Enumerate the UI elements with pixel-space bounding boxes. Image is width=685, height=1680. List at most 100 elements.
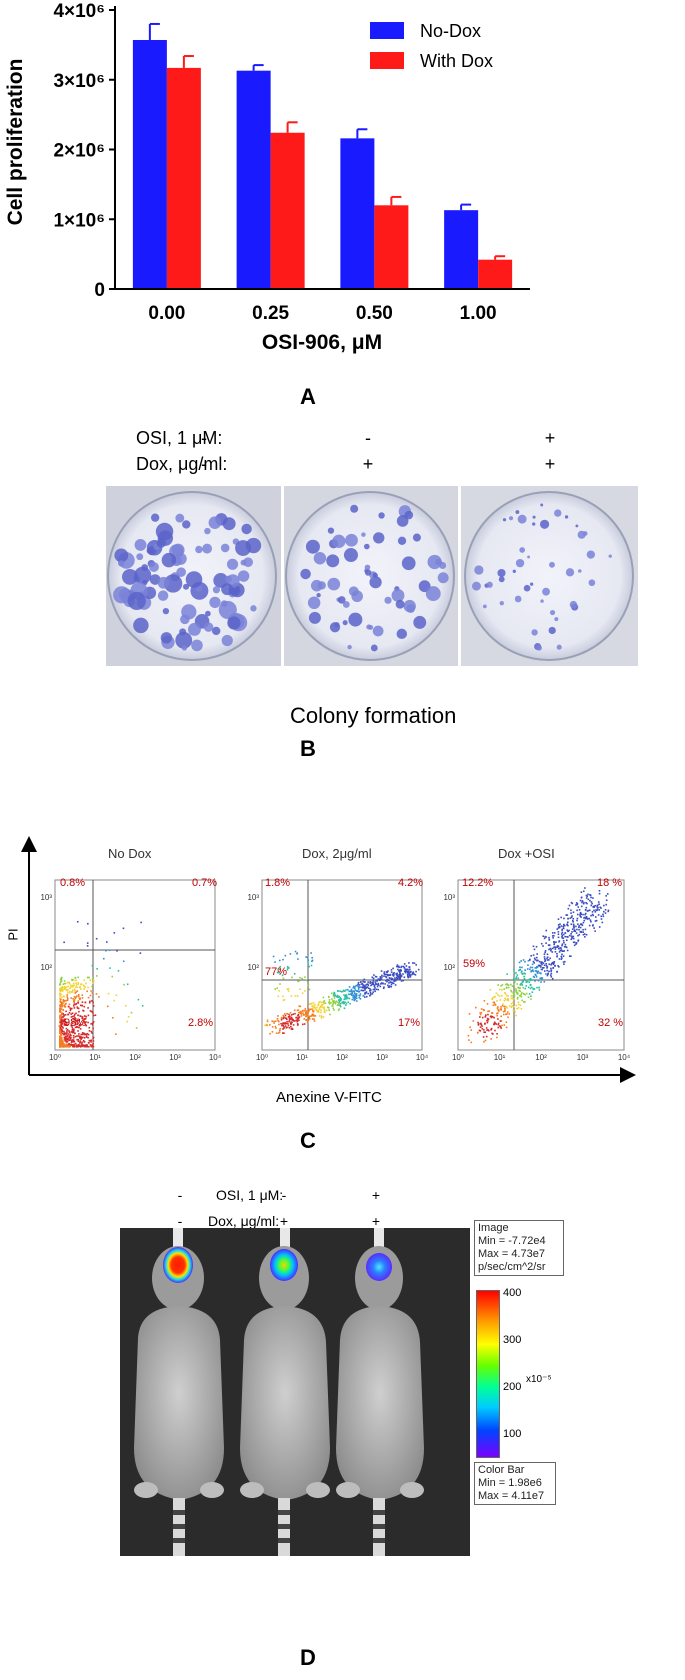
event-dot — [533, 948, 536, 951]
event-dot — [566, 929, 569, 931]
flow-x-tick: 10³ — [376, 1053, 388, 1062]
event-dot — [566, 949, 569, 952]
panel-b-osi-mark: - — [201, 428, 207, 448]
event-dot — [300, 1015, 303, 1017]
event-dot — [339, 990, 341, 992]
color-bar-info-line: Max = 4.11e7 — [478, 1490, 545, 1502]
event-dot — [62, 983, 65, 985]
event-dot — [64, 1003, 67, 1006]
event-dot — [499, 1025, 502, 1028]
event-dot — [560, 933, 563, 935]
event-dot — [385, 976, 388, 979]
event-dot — [520, 991, 523, 994]
colony — [136, 553, 144, 561]
event-dot — [568, 929, 570, 932]
event-dot — [585, 915, 588, 918]
colony — [369, 576, 382, 589]
event-dot — [585, 906, 588, 909]
event-dot — [60, 1029, 63, 1031]
event-dot — [359, 981, 362, 983]
event-dot — [559, 949, 562, 952]
event-dot — [407, 975, 409, 978]
event-dot — [359, 993, 362, 995]
event-dot — [63, 1033, 66, 1036]
event-dot — [544, 960, 546, 963]
event-dot — [122, 960, 125, 963]
event-dot — [59, 1016, 61, 1019]
event-dot — [543, 958, 546, 960]
event-dot — [321, 1004, 324, 1007]
event-dot — [64, 1038, 66, 1040]
event-dot — [570, 909, 572, 912]
event-dot — [385, 979, 387, 982]
event-dot — [501, 1024, 503, 1027]
event-dot — [284, 1021, 286, 1024]
event-dot — [404, 968, 406, 970]
flow-title-3: Dox +OSI — [498, 846, 555, 861]
event-dot — [395, 976, 398, 979]
event-dot — [278, 1031, 281, 1033]
y-tick-label: 4×10⁶ — [53, 1, 105, 22]
event-dot — [485, 1014, 487, 1016]
panel-b-letter: B — [300, 736, 316, 761]
event-dot — [369, 994, 371, 997]
event-dot — [140, 921, 142, 924]
event-dot — [80, 1024, 83, 1026]
event-dot — [300, 1012, 302, 1014]
event-dot — [590, 920, 592, 923]
event-dot — [557, 927, 560, 929]
colony — [327, 577, 341, 591]
event-dot — [74, 986, 77, 989]
event-dot — [361, 982, 364, 985]
event-dot — [77, 1045, 80, 1047]
event-dot — [548, 948, 550, 951]
event-dot — [135, 1027, 138, 1029]
event-dot — [79, 1036, 81, 1039]
event-dot — [525, 985, 528, 987]
color-bar-info-line: Min = 1.98e6 — [478, 1477, 542, 1489]
event-dot — [83, 979, 86, 981]
event-dot — [71, 985, 74, 988]
event-dot — [585, 901, 587, 904]
event-dot — [60, 1041, 63, 1044]
colony — [243, 557, 253, 568]
event-dot — [66, 994, 69, 996]
event-dot — [507, 999, 510, 1002]
event-dot — [533, 957, 536, 960]
event-dot — [543, 964, 546, 967]
flow3-lr: 32 % — [598, 1017, 624, 1029]
event-dot — [347, 997, 349, 999]
event-dot — [331, 998, 333, 1000]
event-dot — [281, 1032, 284, 1034]
event-dot — [59, 992, 61, 995]
event-dot — [82, 1036, 84, 1039]
event-dot — [69, 991, 71, 994]
legend-swatch — [370, 52, 404, 69]
event-dot — [355, 990, 358, 992]
event-dot — [499, 988, 501, 991]
event-dot — [63, 941, 65, 944]
event-dot — [71, 1040, 74, 1043]
chart-ylabel: Cell proliferation — [4, 59, 27, 226]
event-dot — [59, 983, 61, 985]
event-dot — [513, 994, 516, 997]
colony — [118, 560, 125, 567]
event-dot — [504, 1009, 506, 1011]
flow1-ur: 0.7% — [192, 877, 218, 889]
event-dot — [282, 999, 285, 1002]
event-dot — [543, 937, 546, 940]
event-dot — [74, 1023, 77, 1026]
event-dot — [405, 965, 408, 967]
event-dot — [283, 1013, 286, 1015]
flow1-lr: 2.8% — [188, 1017, 214, 1029]
event-dot — [60, 1014, 62, 1016]
colony — [338, 596, 346, 604]
event-dot — [481, 1025, 483, 1027]
event-dot — [323, 1000, 326, 1002]
event-dot — [561, 950, 564, 952]
event-dot — [400, 969, 402, 971]
event-dot — [338, 1008, 341, 1010]
event-dot — [548, 944, 551, 947]
event-dot — [85, 1021, 87, 1023]
event-dot — [390, 983, 393, 986]
